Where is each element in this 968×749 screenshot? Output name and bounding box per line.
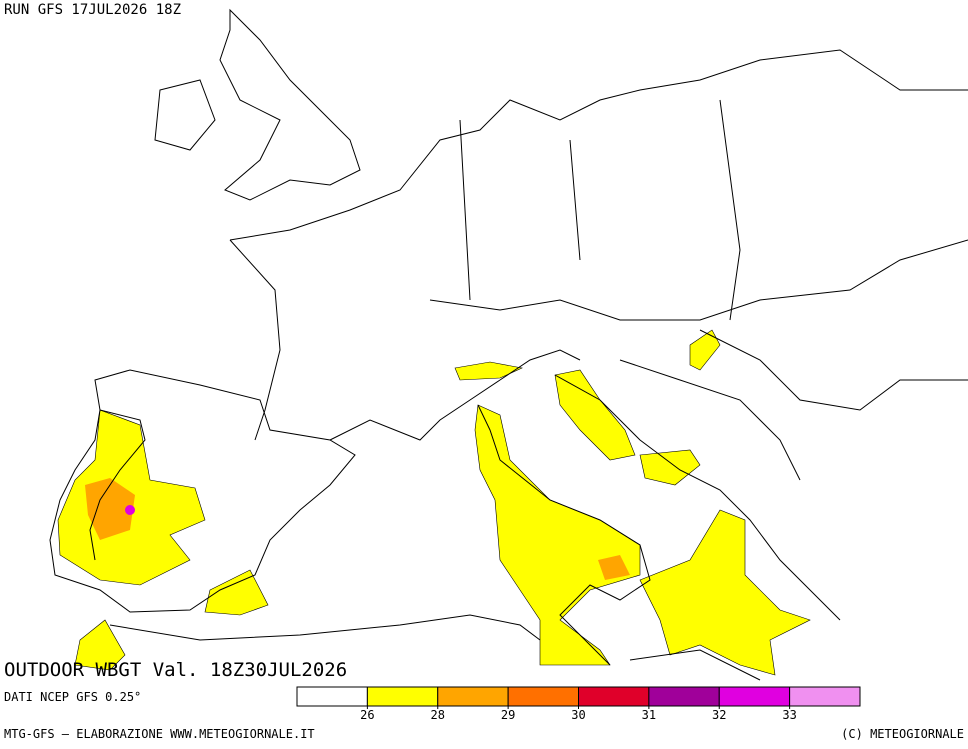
hot-area bbox=[554, 369, 636, 461]
footer-right: (C) METEOGIORNALE bbox=[841, 727, 964, 741]
footer-left: MTG-GFS — ELABORAZIONE WWW.METEOGIORNALE… bbox=[4, 727, 315, 741]
legend-swatch bbox=[296, 686, 368, 707]
legend-swatch bbox=[578, 686, 650, 707]
coastline bbox=[219, 8, 361, 201]
legend-tick-label: 31 bbox=[642, 708, 656, 722]
legend-tick-label: 26 bbox=[360, 708, 374, 722]
coastline bbox=[477, 374, 841, 666]
legend-tick-label: 29 bbox=[501, 708, 515, 722]
run-label: RUN GFS 17JUL2026 18Z bbox=[4, 2, 181, 18]
hot-area bbox=[204, 569, 269, 616]
legend-tick-label: 32 bbox=[712, 708, 726, 722]
legend-swatch bbox=[648, 686, 720, 707]
coastline bbox=[49, 369, 356, 613]
map bbox=[49, 8, 968, 681]
border bbox=[89, 409, 146, 561]
legend-swatch bbox=[789, 686, 861, 707]
hot-area bbox=[689, 329, 721, 371]
border bbox=[109, 99, 968, 681]
legend-swatch bbox=[366, 686, 439, 707]
hot-area bbox=[598, 555, 630, 580]
coastline bbox=[154, 79, 216, 151]
hot-spot bbox=[125, 505, 135, 515]
legend-swatch bbox=[718, 686, 791, 707]
hot-area bbox=[85, 478, 135, 540]
map-title: OUTDOOR WBGT Val. 18Z30JUL2026 bbox=[4, 659, 347, 681]
hot-area bbox=[74, 619, 126, 671]
color-legend: 26 28 29 30 31 32 33 bbox=[296, 686, 861, 722]
legend-swatch bbox=[507, 686, 579, 707]
legend-tick-label: 33 bbox=[782, 708, 796, 722]
source-label: DATI NCEP GFS 0.25° bbox=[4, 690, 141, 704]
coastline bbox=[229, 49, 968, 241]
legend-tick-label: 30 bbox=[571, 708, 585, 722]
legend-swatch bbox=[437, 686, 509, 707]
hot-area bbox=[639, 449, 701, 486]
coastline bbox=[229, 239, 581, 441]
legend-tick-label: 28 bbox=[431, 708, 445, 722]
